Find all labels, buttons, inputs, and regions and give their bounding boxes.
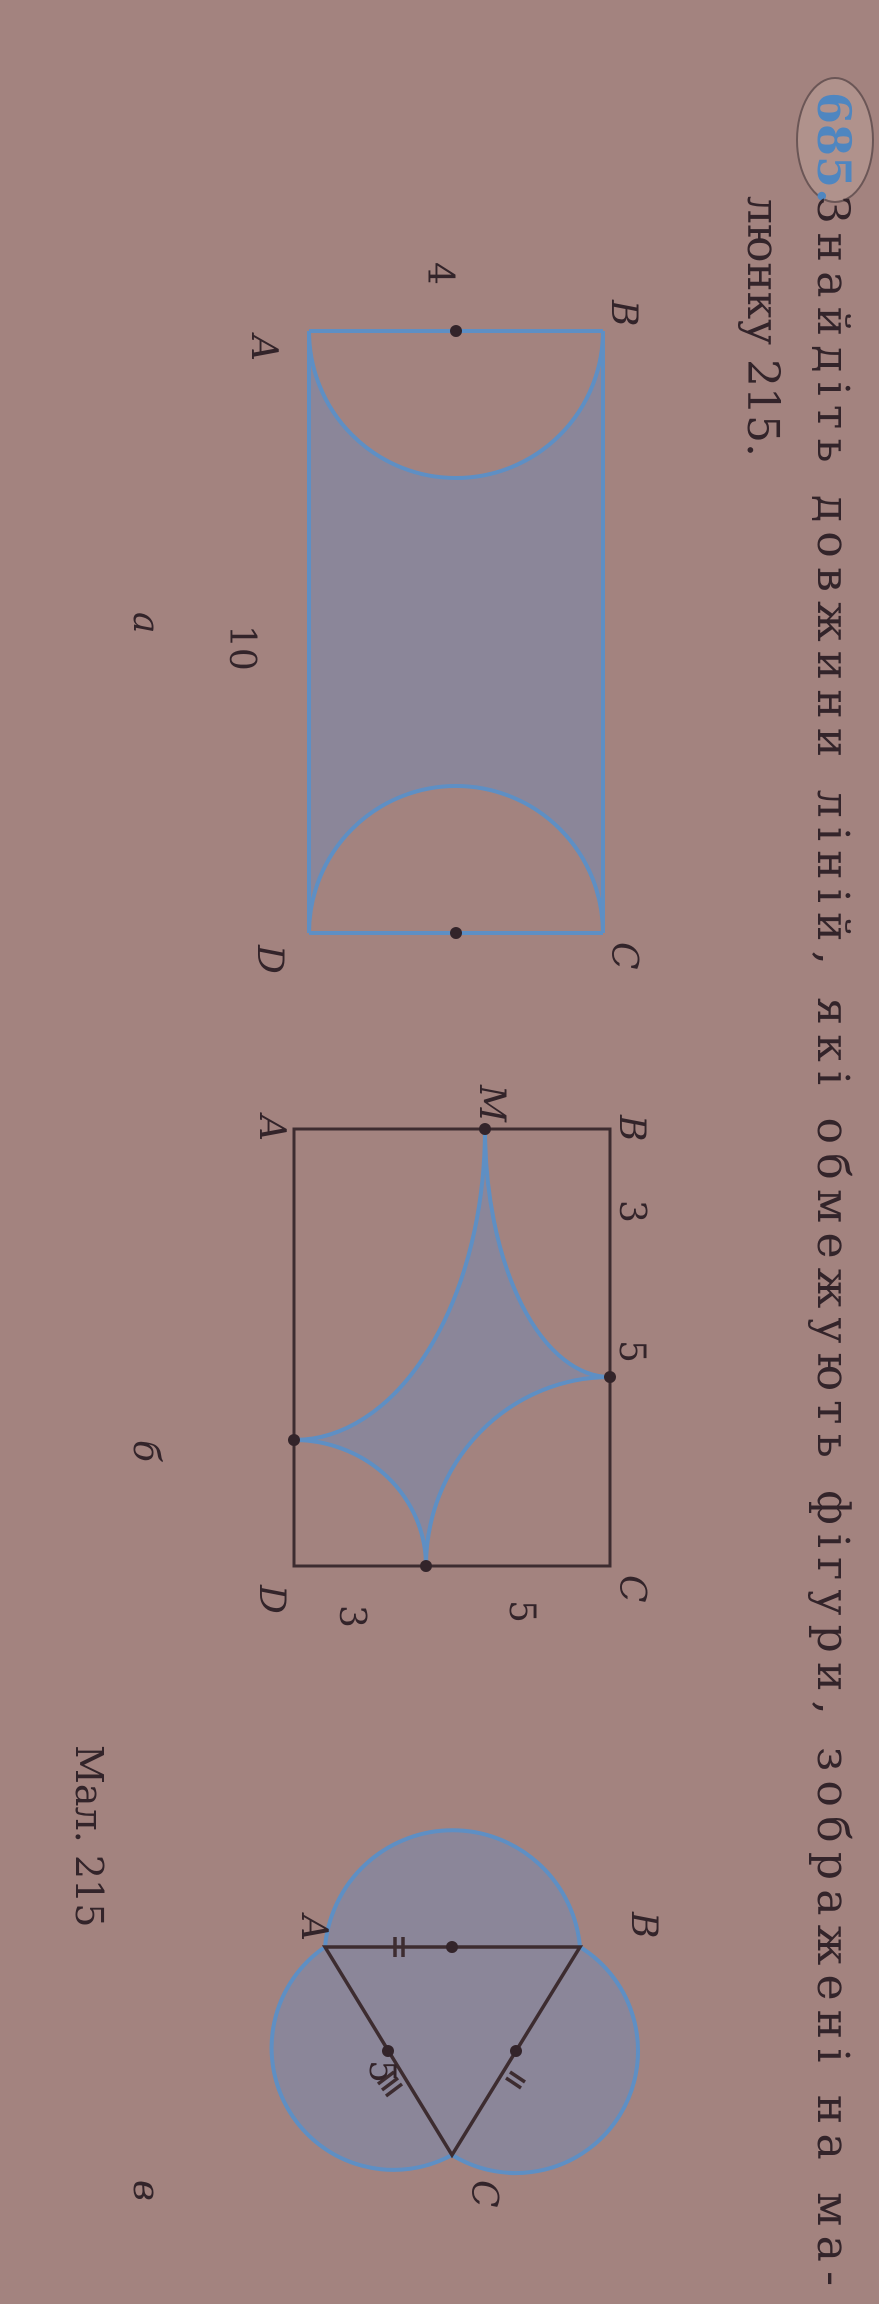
figure-c-shaded-region	[269, 1828, 641, 2176]
label-B: B	[623, 1911, 664, 1938]
label-3: 3	[611, 1200, 652, 1223]
label-D: D	[251, 1584, 292, 1614]
problem-number-badge: 685.	[796, 77, 874, 204]
label-A: A	[293, 1912, 334, 1941]
label-A: A	[243, 332, 284, 361]
figure-b-star-region	[293, 1128, 611, 1567]
point-M	[479, 1123, 491, 1135]
label-C: C	[463, 2180, 504, 2208]
problem-text-line1: Знайдіть довжини ліній, які обмежують фі…	[807, 196, 858, 2286]
midpoint-AB	[446, 1941, 458, 1953]
problem-text-line2: люнку 215.	[737, 196, 788, 457]
figure-c: A B C 5 в	[125, 1828, 664, 2208]
label-C: C	[603, 942, 644, 970]
point-on-BC	[604, 1371, 616, 1383]
label-5: 5	[611, 1340, 652, 1363]
label-side-5: 5	[361, 2060, 402, 2083]
label-3: 3	[331, 1605, 372, 1628]
label-B: B	[611, 1114, 652, 1141]
figure-b-caption: б	[125, 1440, 166, 1463]
problem-number: 685.	[807, 92, 861, 204]
label-A: A	[251, 1112, 292, 1141]
label-M: M	[471, 1084, 512, 1123]
figure-b: B 3 5 C M 5 3 A D б	[125, 1084, 652, 1628]
label-C: C	[611, 1575, 652, 1603]
label-D: D	[249, 944, 290, 974]
figure-a-center-dot	[450, 927, 462, 939]
equal-side-tick-marks	[376, 1937, 526, 2098]
figure-c-caption: в	[125, 2180, 166, 2201]
midpoint-BC	[510, 2045, 522, 2057]
figure-a-caption: а	[125, 612, 166, 633]
point-on-AD	[288, 1434, 300, 1446]
figure-b-square	[292, 1127, 612, 1568]
figure-a: B A 4 10 C D а	[125, 262, 644, 974]
label-side-10: 10	[221, 625, 262, 671]
point-on-CD	[420, 1560, 432, 1572]
label-5: 5	[501, 1600, 542, 1623]
label-side-4: 4	[419, 262, 460, 285]
figure-a-shaded-region	[307, 330, 605, 934]
label-B: B	[603, 299, 644, 326]
figure-caption: Мал. 215	[67, 1745, 111, 1927]
midpoint-AC	[382, 2045, 394, 2057]
figure-a-center-dot	[450, 325, 462, 337]
